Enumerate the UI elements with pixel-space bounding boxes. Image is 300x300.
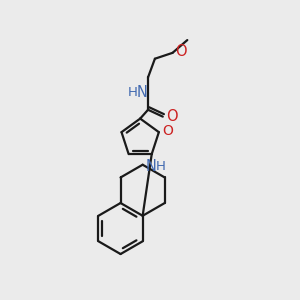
Text: O: O (166, 109, 177, 124)
Text: O: O (162, 124, 173, 138)
Text: N: N (146, 159, 157, 174)
Text: N: N (137, 85, 148, 100)
Text: H: H (128, 85, 137, 99)
Text: O: O (176, 44, 187, 59)
Text: H: H (155, 160, 165, 173)
